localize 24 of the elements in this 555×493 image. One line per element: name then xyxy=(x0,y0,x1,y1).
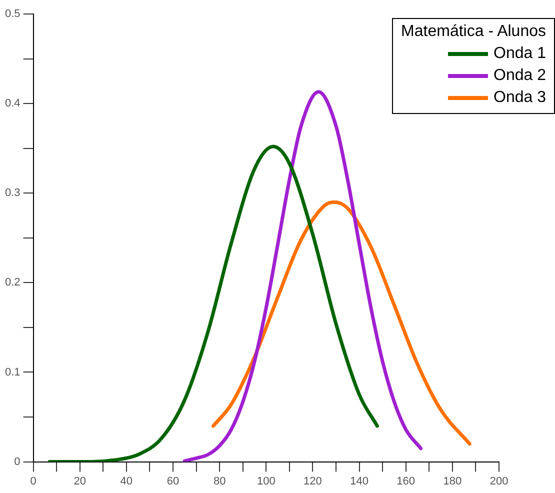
y-tick-label: 0 xyxy=(14,456,20,468)
x-tick-label: 20 xyxy=(74,475,86,488)
line-series xyxy=(48,144,379,462)
x-tick-label: 160 xyxy=(396,475,416,488)
line-series xyxy=(182,90,423,462)
x-tick-label: 180 xyxy=(443,475,462,488)
y-tick-label: 0.3 xyxy=(4,187,20,200)
x-tick-label: 140 xyxy=(350,475,368,488)
line-series xyxy=(212,200,472,446)
x-tick-label: 40 xyxy=(120,475,133,488)
x-tick-label: 60 xyxy=(166,475,180,488)
x-tick-label: 0 xyxy=(30,475,36,488)
x-tick-label: 120 xyxy=(304,475,322,488)
legend-label: Onda 1 xyxy=(494,45,546,63)
x-tick-label: 200 xyxy=(490,475,508,488)
legend-title: Matemática - Alunos xyxy=(401,23,546,41)
y-tick-label: 0.1 xyxy=(4,366,20,378)
y-tick-label: 0.4 xyxy=(4,98,20,110)
y-tick-label: 0.5 xyxy=(4,8,20,20)
legend-label: Onda 2 xyxy=(494,67,546,85)
y-tick-label: 0.2 xyxy=(4,276,20,289)
legend-label: Onda 3 xyxy=(494,89,546,107)
x-tick-label: 80 xyxy=(213,475,226,488)
x-tick-label: 100 xyxy=(256,475,276,488)
